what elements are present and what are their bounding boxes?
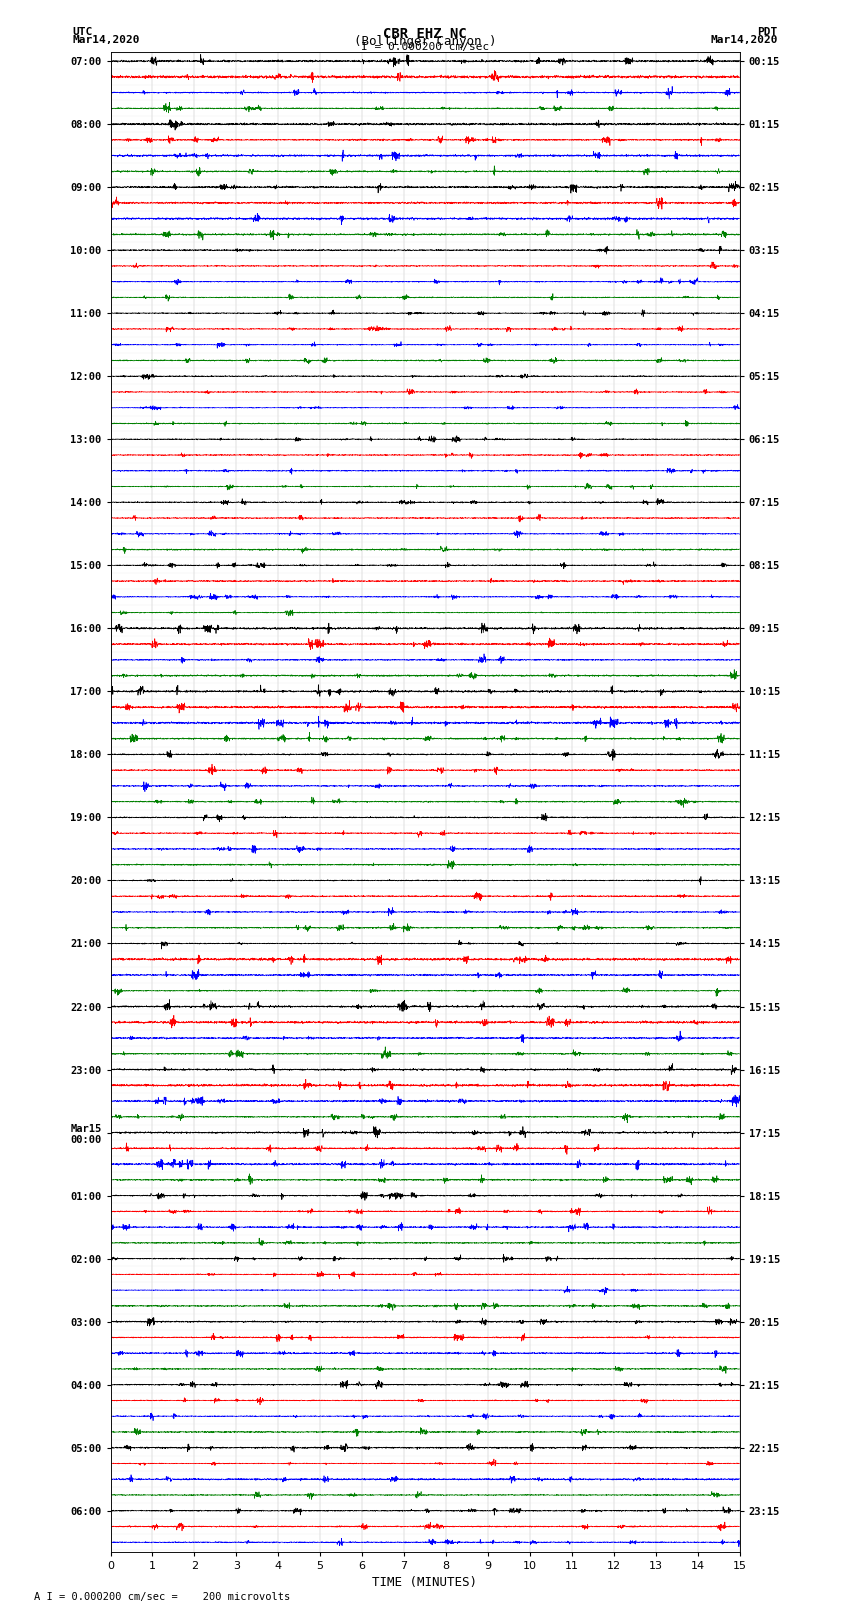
Text: Mar14,2020: Mar14,2020 xyxy=(711,35,778,45)
Text: PDT: PDT xyxy=(757,26,778,37)
Text: UTC: UTC xyxy=(72,26,93,37)
Text: A I = 0.000200 cm/sec =    200 microvolts: A I = 0.000200 cm/sec = 200 microvolts xyxy=(34,1592,290,1602)
Text: Mar14,2020: Mar14,2020 xyxy=(72,35,139,45)
Text: (Bollinger Canyon ): (Bollinger Canyon ) xyxy=(354,35,496,48)
Text: CBR EHZ NC: CBR EHZ NC xyxy=(383,26,467,40)
X-axis label: TIME (MINUTES): TIME (MINUTES) xyxy=(372,1576,478,1589)
Text: I = 0.000200 cm/sec: I = 0.000200 cm/sec xyxy=(361,42,489,52)
